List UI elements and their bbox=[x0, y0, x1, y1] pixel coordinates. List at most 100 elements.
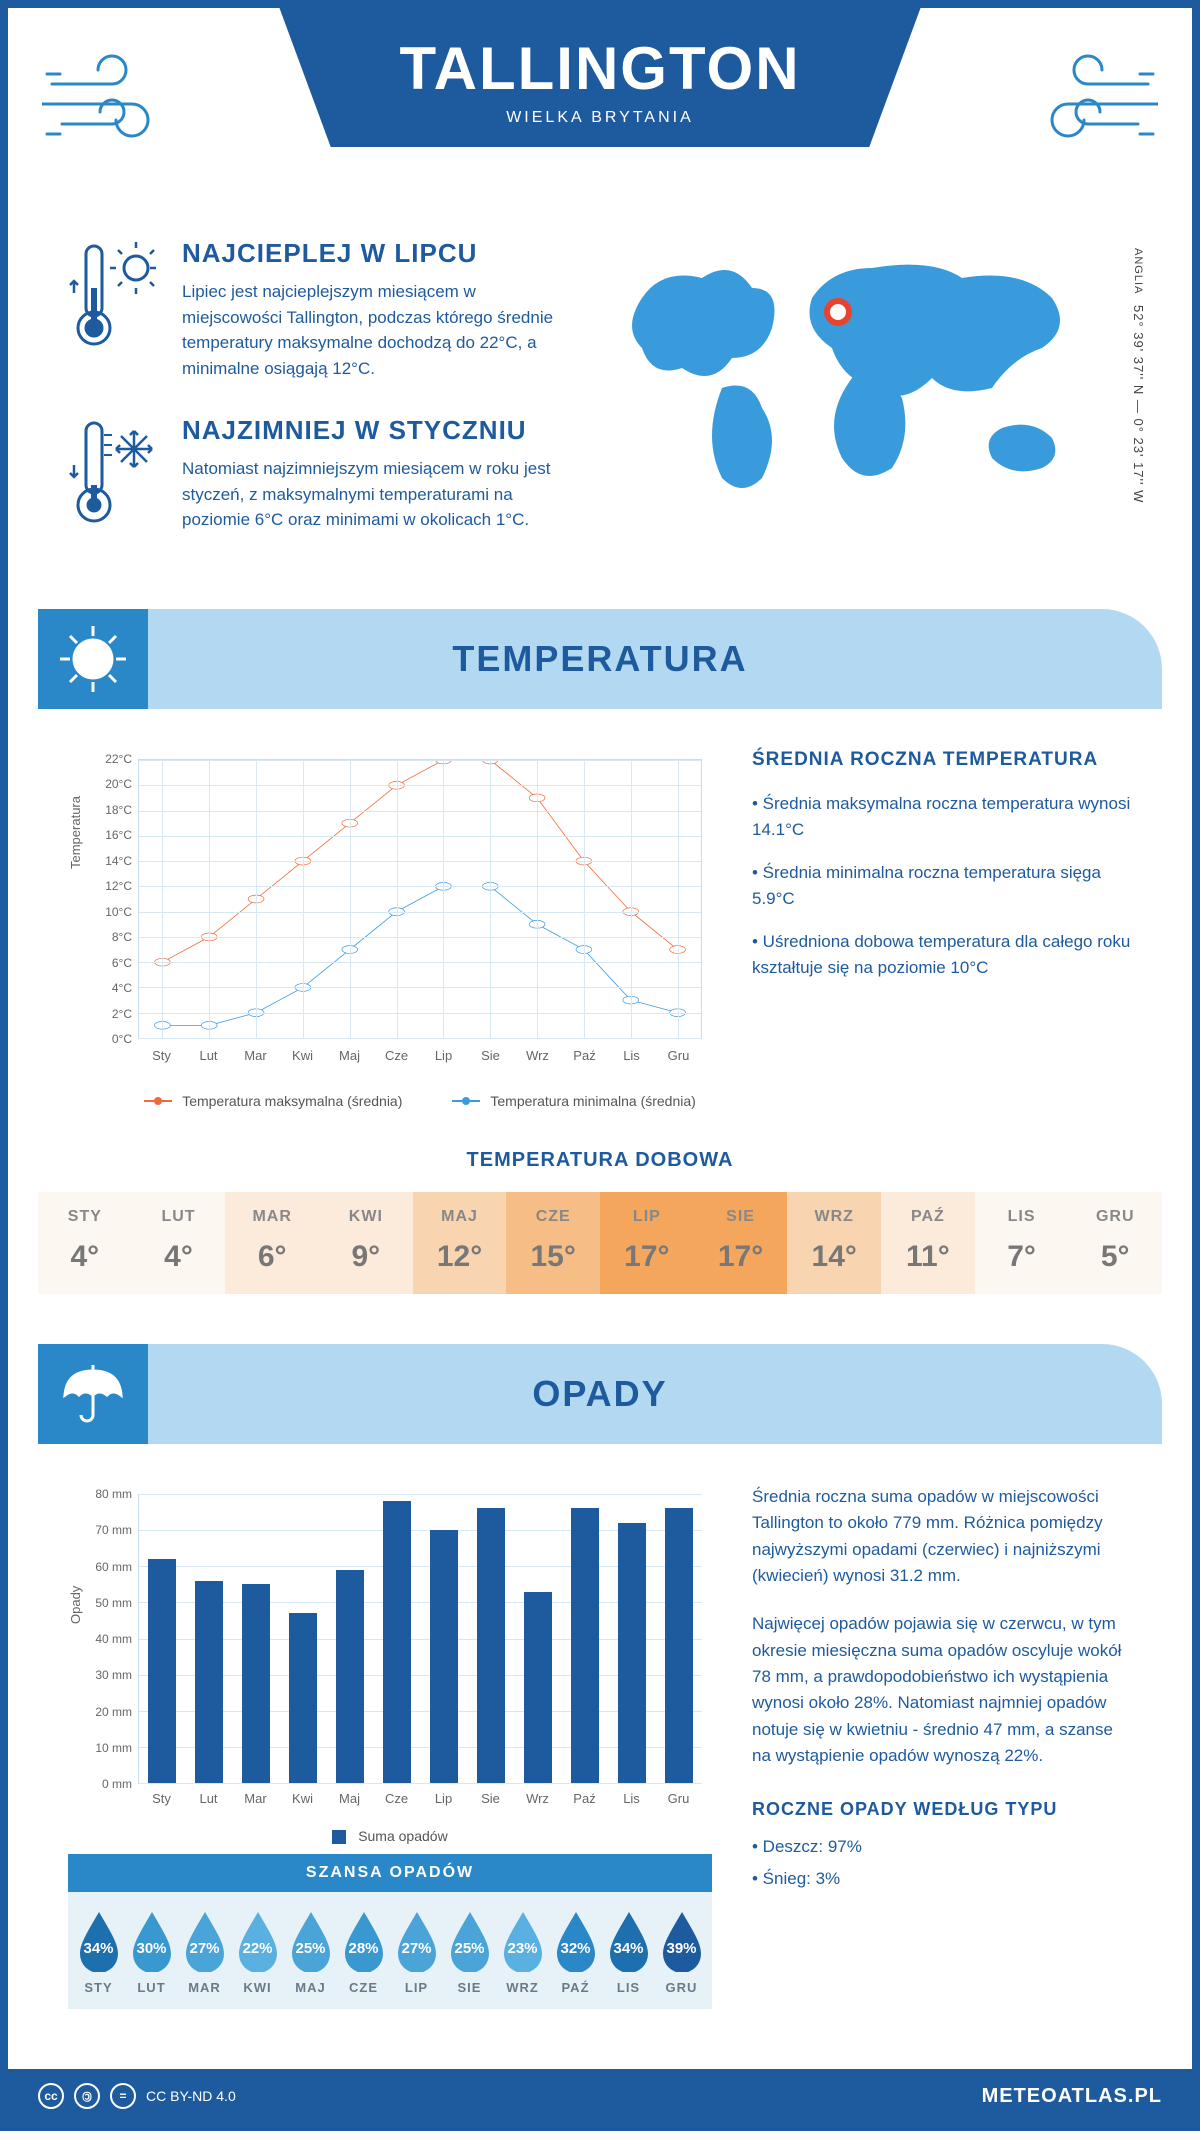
daily-value: 9° bbox=[319, 1240, 413, 1274]
daily-value: 4° bbox=[38, 1240, 132, 1274]
daily-month-label: LUT bbox=[132, 1208, 226, 1226]
chance-month-label: MAJ bbox=[284, 1980, 337, 1995]
title-banner: TALLINGTON WIELKA BRYTANIA bbox=[279, 8, 920, 147]
daily-month-label: PAŹ bbox=[881, 1208, 975, 1226]
chance-cell: 34% STY bbox=[72, 1910, 125, 1995]
chance-strip: SZANSA OPADÓW 34% STY 30% LUT 27% MAR 22… bbox=[68, 1854, 712, 2009]
chance-value: 27% bbox=[180, 1940, 230, 1957]
daily-value: 7° bbox=[975, 1240, 1069, 1274]
chance-cell: 32% PAŹ bbox=[549, 1910, 602, 1995]
facts-column: NAJCIEPLEJ W LIPCU Lipiec jest najcieple… bbox=[68, 238, 572, 569]
chance-cell: 30% LUT bbox=[125, 1910, 178, 1995]
daily-cell: GRU5° bbox=[1068, 1192, 1162, 1294]
chance-value: 34% bbox=[604, 1940, 654, 1957]
sun-icon bbox=[38, 609, 148, 709]
raindrop-icon: 25% bbox=[445, 1910, 495, 1972]
temp-chart-legend: Temperatura maksymalna (średnia) Tempera… bbox=[138, 1093, 702, 1109]
precip-legend-swatch bbox=[332, 1830, 346, 1844]
chance-value: 25% bbox=[286, 1940, 336, 1957]
precip-legend-label: Suma opadów bbox=[358, 1828, 448, 1844]
thermometer-snow-icon bbox=[68, 415, 158, 535]
temp-bullet: • Uśredniona dobowa temperatura dla całe… bbox=[752, 929, 1132, 980]
fact-coldest-text: Natomiast najzimniejszym miesiącem w rok… bbox=[182, 456, 572, 533]
precip-bar bbox=[383, 1501, 411, 1783]
section-title-temperature: TEMPERATURA bbox=[452, 638, 747, 680]
section-banner-temperature: TEMPERATURA bbox=[38, 609, 1162, 709]
section-title-precip: OPADY bbox=[532, 1373, 667, 1415]
legend-max-swatch bbox=[144, 1100, 172, 1102]
temp-bullet: • Średnia maksymalna roczna temperatura … bbox=[752, 791, 1132, 842]
daily-month-label: CZE bbox=[506, 1208, 600, 1226]
coordinates: ANGLIA 52° 39' 37'' N — 0° 23' 17'' W bbox=[1131, 248, 1146, 503]
daily-value: 17° bbox=[600, 1240, 694, 1274]
temp-side-title: ŚREDNIA ROCZNA TEMPERATURA bbox=[752, 749, 1132, 771]
legend-max-label: Temperatura maksymalna (średnia) bbox=[182, 1093, 402, 1109]
raindrop-icon: 32% bbox=[551, 1910, 601, 1972]
chance-month-label: STY bbox=[72, 1980, 125, 1995]
daily-month-label: GRU bbox=[1068, 1208, 1162, 1226]
precip-chart-ylabel: Opady bbox=[68, 1586, 83, 1624]
temp-chart-ylabel: Temperatura bbox=[68, 796, 83, 869]
chance-month-label: MAR bbox=[178, 1980, 231, 1995]
daily-cell: CZE15° bbox=[506, 1192, 600, 1294]
intro-section: NAJCIEPLEJ W LIPCU Lipiec jest najcieple… bbox=[8, 218, 1192, 609]
daily-month-label: LIP bbox=[600, 1208, 694, 1226]
coords-lon: 0° 23' 17'' W bbox=[1131, 418, 1146, 503]
precip-bar bbox=[430, 1530, 458, 1783]
daily-month-label: MAJ bbox=[413, 1208, 507, 1226]
legend-max: Temperatura maksymalna (średnia) bbox=[144, 1093, 402, 1109]
fact-warmest-text: Lipiec jest najcieplejszym miesiącem w m… bbox=[182, 279, 572, 381]
temp-chart-plot bbox=[138, 759, 702, 1039]
precip-bar bbox=[289, 1613, 317, 1783]
chance-cell: 27% LIP bbox=[390, 1910, 443, 1995]
temperature-body: Temperatura Temperatura maksymalna (śred… bbox=[8, 709, 1192, 1139]
umbrella-icon bbox=[38, 1344, 148, 1444]
daily-temp-strip: STY4°LUT4°MAR6°KWI9°MAJ12°CZE15°LIP17°SI… bbox=[38, 1192, 1162, 1294]
daily-cell: MAJ12° bbox=[413, 1192, 507, 1294]
fact-coldest-title: NAJZIMNIEJ W STYCZNIU bbox=[182, 415, 572, 446]
chance-month-label: LIP bbox=[390, 1980, 443, 1995]
daily-month-label: SIE bbox=[694, 1208, 788, 1226]
fact-coldest: NAJZIMNIEJ W STYCZNIU Natomiast najzimni… bbox=[68, 415, 572, 535]
daily-value: 6° bbox=[225, 1240, 319, 1274]
precip-type-list: • Deszcz: 97%• Śnieg: 3% bbox=[752, 1834, 1132, 1891]
precip-bar bbox=[195, 1581, 223, 1783]
fact-warmest-title: NAJCIEPLEJ W LIPCU bbox=[182, 238, 572, 269]
daily-cell: LIS7° bbox=[975, 1192, 1069, 1294]
precip-type-title: ROCZNE OPADY WEDŁUG TYPU bbox=[752, 1799, 1132, 1820]
chance-cell: 25% SIE bbox=[443, 1910, 496, 1995]
daily-cell: SIE 17° bbox=[694, 1192, 788, 1294]
raindrop-icon: 39% bbox=[657, 1910, 707, 1972]
raindrop-icon: 28% bbox=[339, 1910, 389, 1972]
chance-row: 34% STY 30% LUT 27% MAR 22% KWI 25% MAJ … bbox=[68, 1892, 712, 2009]
wind-icon-right bbox=[1008, 44, 1158, 154]
footer-site: METEOATLAS.PL bbox=[982, 2085, 1162, 2108]
chance-month-label: KWI bbox=[231, 1980, 284, 1995]
daily-month-label: KWI bbox=[319, 1208, 413, 1226]
precip-chart-plot bbox=[138, 1494, 702, 1784]
daily-value: 17° bbox=[694, 1240, 788, 1274]
coords-region: ANGLIA bbox=[1132, 248, 1144, 294]
chance-cell: 28% CZE bbox=[337, 1910, 390, 1995]
chance-month-label: GRU bbox=[655, 1980, 708, 1995]
chance-cell: 25% MAJ bbox=[284, 1910, 337, 1995]
chance-cell: 22% KWI bbox=[231, 1910, 284, 1995]
precip-bar bbox=[618, 1523, 646, 1783]
chance-month-label: CZE bbox=[337, 1980, 390, 1995]
chance-title: SZANSA OPADÓW bbox=[68, 1854, 712, 1892]
license-text: CC BY-ND 4.0 bbox=[146, 2088, 236, 2104]
precip-bar bbox=[477, 1508, 505, 1783]
precip-bar bbox=[336, 1570, 364, 1783]
chance-value: 39% bbox=[657, 1940, 707, 1957]
chance-cell: 27% MAR bbox=[178, 1910, 231, 1995]
chance-value: 23% bbox=[498, 1940, 548, 1957]
section-banner-precip: OPADY bbox=[38, 1344, 1162, 1444]
chance-value: 25% bbox=[445, 1940, 495, 1957]
coords-lat: 52° 39' 37'' N bbox=[1131, 305, 1146, 395]
chance-cell: 39% GRU bbox=[655, 1910, 708, 1995]
footer-license: cc 🄯 = CC BY-ND 4.0 bbox=[38, 2083, 236, 2109]
precip-bar bbox=[242, 1584, 270, 1783]
fact-coldest-body: NAJZIMNIEJ W STYCZNIU Natomiast najzimni… bbox=[182, 415, 572, 535]
raindrop-icon: 23% bbox=[498, 1910, 548, 1972]
chance-cell: 34% LIS bbox=[602, 1910, 655, 1995]
